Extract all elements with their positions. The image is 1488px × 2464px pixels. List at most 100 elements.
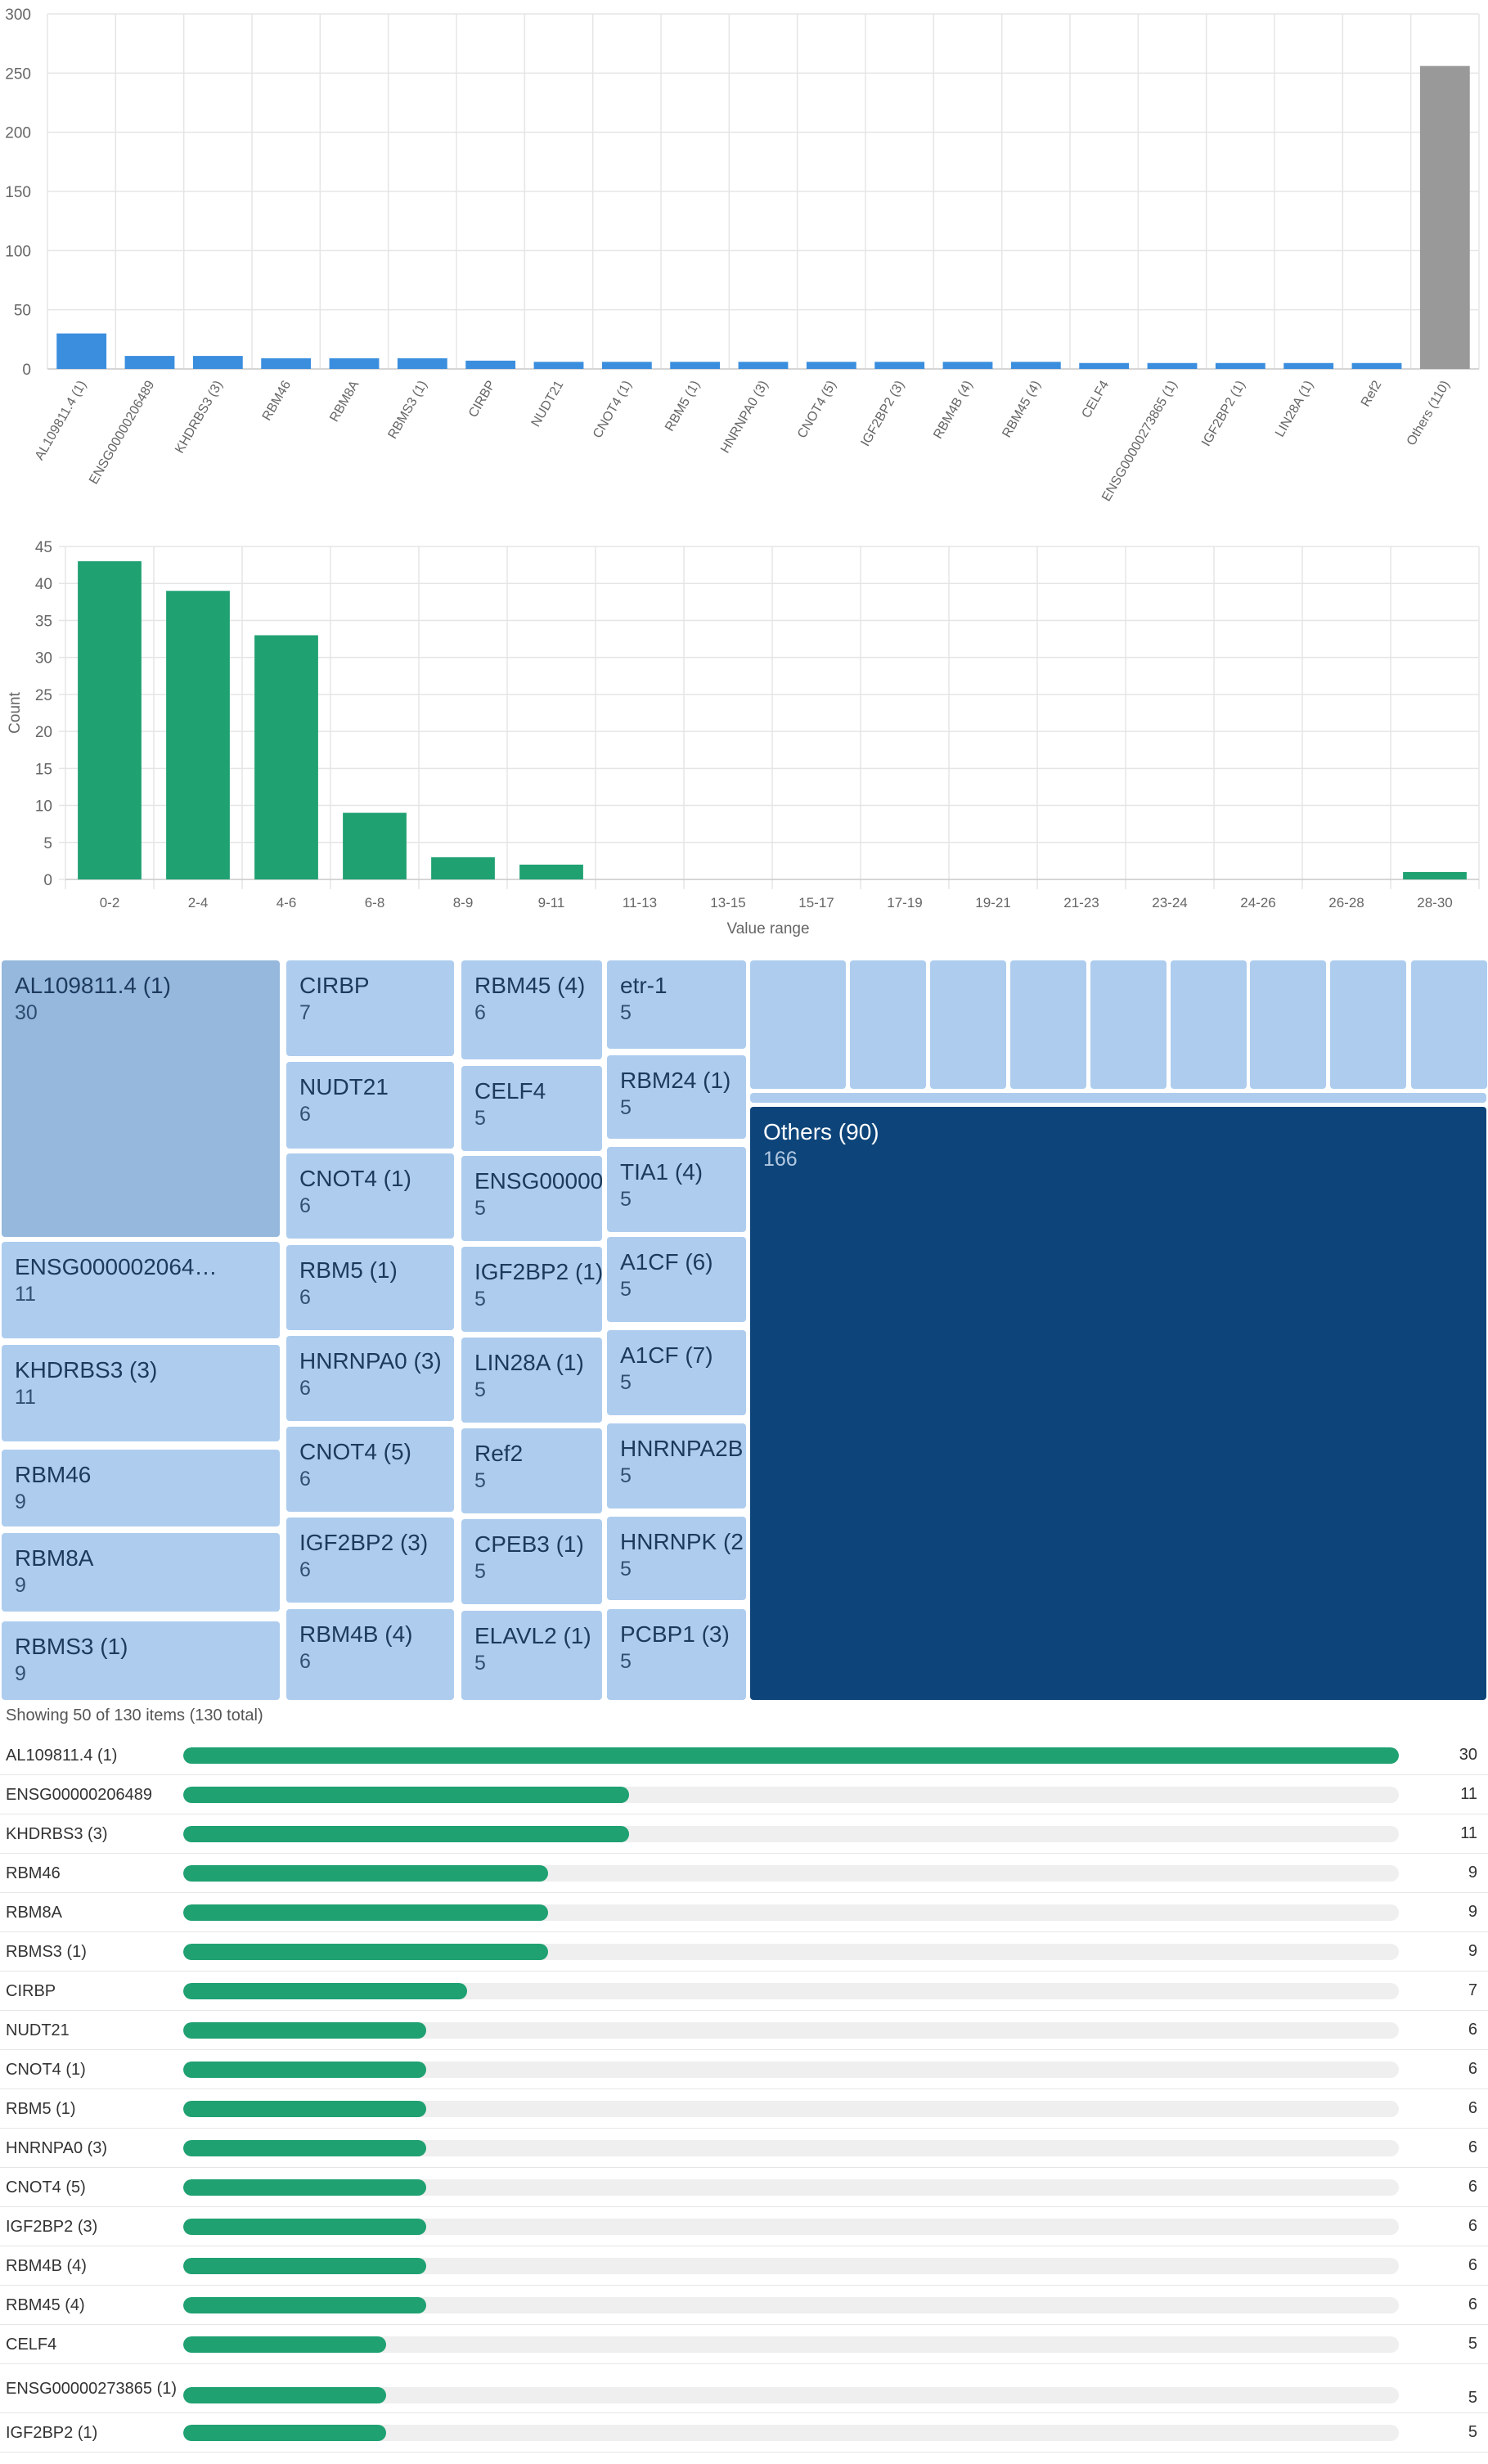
tile-value: 5 — [474, 1469, 486, 1492]
bar — [1403, 871, 1467, 879]
tile-label: CNOT4 (1) — [299, 1166, 411, 1191]
treemap-status-text: Showing 50 of 130 items (130 total) — [6, 1706, 263, 1724]
bar-list-fill — [183, 1983, 467, 1999]
treemap-tile[interactable]: HNRNPA0 (3) 6 — [286, 1336, 454, 1421]
treemap-tile[interactable]: ENSG00000 5 — [461, 1156, 602, 1241]
treemap-tile[interactable]: RBM8A 9 — [2, 1533, 280, 1612]
treemap-tile[interactable]: ENSG000002064… 11 — [2, 1242, 280, 1338]
treemap-tile[interactable]: CIRBP 7 — [286, 960, 454, 1056]
y-tick-label: 40 — [35, 576, 52, 593]
tile-label: CPEB3 (1) — [474, 1531, 584, 1557]
treemap-tile[interactable]: Ref2 5 — [461, 1428, 602, 1513]
treemap-tile-small[interactable] — [1010, 960, 1086, 1089]
x-tick-label: 28-30 — [1417, 895, 1452, 911]
treemap-tile-small[interactable] — [930, 960, 1006, 1089]
treemap-tile[interactable]: RBM5 (1) 6 — [286, 1245, 454, 1330]
tile-label: RBM45 (4) — [474, 973, 586, 998]
treemap-tile[interactable]: RBM4B (4) 6 — [286, 1609, 454, 1700]
treemap-tile-small[interactable] — [850, 960, 926, 1089]
treemap-tile[interactable]: A1CF (7) 5 — [607, 1330, 746, 1415]
x-tick-label: CNOT4 (1) — [591, 379, 635, 441]
treemap-tile-small[interactable] — [750, 960, 846, 1089]
treemap-tile[interactable]: AL109811.4 (1) 30 — [2, 960, 280, 1237]
tile-label: ELAVL2 (1) — [474, 1623, 591, 1648]
tile-label: CELF4 — [474, 1078, 546, 1104]
treemap-tile[interactable]: HNRNPK (2 5 — [607, 1517, 746, 1600]
bar-list-label: ENSG00000273865 (1) — [6, 2379, 178, 2398]
treemap-tile[interactable]: LIN28A (1) 5 — [461, 1338, 602, 1423]
x-tick-label: 0-2 — [100, 895, 120, 911]
x-tick-label: RBMS3 (1) — [386, 379, 430, 442]
x-tick-label: 15-17 — [798, 895, 834, 911]
treemap-tile[interactable]: ELAVL2 (1) 5 — [461, 1611, 602, 1700]
treemap-tile-strip[interactable] — [750, 1093, 1486, 1103]
bar — [738, 362, 789, 369]
bar-list-row[interactable]: RBM5 (1) 6 — [0, 2089, 1488, 2129]
tile-label: TIA1 (4) — [620, 1159, 704, 1185]
treemap-tile[interactable]: RBM45 (4) 6 — [461, 960, 602, 1059]
bar-list-label: RBM45 (4) — [6, 2295, 85, 2314]
bar — [431, 857, 495, 879]
bar-list-row[interactable]: CIRBP 7 — [0, 1972, 1488, 2011]
bar-list-value: 9 — [1468, 1903, 1477, 1921]
treemap-tile[interactable]: CNOT4 (1) 6 — [286, 1153, 454, 1239]
treemap-tile[interactable]: IGF2BP2 (3) 6 — [286, 1518, 454, 1603]
bar-list-fill — [183, 2219, 427, 2235]
treemap-tile[interactable]: CNOT4 (5) 6 — [286, 1427, 454, 1512]
bar-list-value: 6 — [1468, 2060, 1477, 2078]
x-tick-label: IGF2BP2 (3) — [859, 379, 908, 449]
bar-list-row[interactable]: IGF2BP2 (1) 5 — [0, 2413, 1488, 2453]
bar-list-row[interactable]: AL109811.4 (1) 30 — [0, 1736, 1488, 1775]
tile-label: CIRBP — [299, 973, 370, 998]
treemap-tile[interactable]: PCBP1 (3) 5 — [607, 1609, 746, 1700]
treemap-tile[interactable]: A1CF (6) 5 — [607, 1237, 746, 1322]
treemap-tile-small[interactable] — [1250, 960, 1326, 1089]
bar-list-label: HNRNPA0 (3) — [6, 2138, 108, 2157]
treemap-tile[interactable]: HNRNPA2B 5 — [607, 1423, 746, 1509]
treemap-tile[interactable]: RBMS3 (1) 9 — [2, 1621, 280, 1700]
treemap-tile[interactable]: etr-1 5 — [607, 960, 746, 1049]
tile-label: Ref2 — [474, 1441, 524, 1466]
x-tick-label: LIN28A (1) — [1273, 379, 1316, 440]
y-tick-label: 50 — [14, 303, 31, 320]
treemap-tile[interactable]: TIA1 (4) 5 — [607, 1147, 746, 1232]
bar-list-row[interactable]: ENSG00000273865 (1) 5 — [0, 2364, 1488, 2413]
y-tick-label: 25 — [35, 687, 52, 704]
treemap-tile-small[interactable] — [1330, 960, 1406, 1089]
x-tick-label: IGF2BP2 (1) — [1199, 379, 1248, 449]
tile-label: LIN28A (1) — [474, 1350, 584, 1375]
bar-list-label: RBM5 (1) — [6, 2099, 76, 2118]
x-tick-label: 24-26 — [1240, 895, 1275, 911]
treemap-tile-small[interactable] — [1090, 960, 1167, 1089]
treemap-tile[interactable]: CELF4 5 — [461, 1066, 602, 1151]
bar-list-row[interactable]: KHDRBS3 (3) 11 — [0, 1814, 1488, 1854]
bar-list-row[interactable]: CNOT4 (5) 6 — [0, 2168, 1488, 2207]
treemap-tile-small[interactable] — [1171, 960, 1247, 1089]
bar-list-row[interactable]: RBM4B (4) 6 — [0, 2246, 1488, 2286]
treemap-tile[interactable]: CPEB3 (1) 5 — [461, 1519, 602, 1604]
treemap-tile[interactable]: RBM24 (1) 5 — [607, 1055, 746, 1139]
bar-list-row[interactable]: NUDT21 6 — [0, 2011, 1488, 2050]
bar-list-row[interactable]: ENSG00000206489 11 — [0, 1775, 1488, 1814]
treemap-tile[interactable]: IGF2BP2 (1) 5 — [461, 1247, 602, 1332]
bar-list-row[interactable]: RBM45 (4) 6 — [0, 2286, 1488, 2325]
bar-list-row[interactable]: RBMS3 (1) 9 — [0, 1932, 1488, 1972]
bar — [1351, 362, 1402, 369]
treemap-tile[interactable]: RBM46 9 — [2, 1450, 280, 1527]
treemap-tile[interactable]: NUDT21 6 — [286, 1062, 454, 1149]
tile-label: RBM8A — [15, 1545, 94, 1571]
treemap-tile-others[interactable]: Others (90) 166 — [750, 1107, 1486, 1700]
bar-list-row[interactable]: RBM46 9 — [0, 1854, 1488, 1893]
bar-list-row[interactable]: RBM8A 9 — [0, 1893, 1488, 1932]
bar-list-track — [183, 1826, 1399, 1842]
bar-list-row[interactable]: HNRNPA0 (3) 6 — [0, 2129, 1488, 2168]
treemap-tile[interactable]: KHDRBS3 (3) 11 — [2, 1345, 280, 1441]
bar-list-row[interactable]: IGF2BP2 (3) 6 — [0, 2207, 1488, 2246]
bar-list-track — [183, 2297, 1399, 2313]
bar — [601, 362, 652, 369]
bar-list-label: IGF2BP2 (1) — [6, 2423, 98, 2442]
bar-list-value: 6 — [1468, 2021, 1477, 2039]
treemap-tile-small[interactable] — [1411, 960, 1487, 1089]
bar-list-row[interactable]: CELF4 5 — [0, 2325, 1488, 2364]
bar-list-row[interactable]: CNOT4 (1) 6 — [0, 2050, 1488, 2089]
